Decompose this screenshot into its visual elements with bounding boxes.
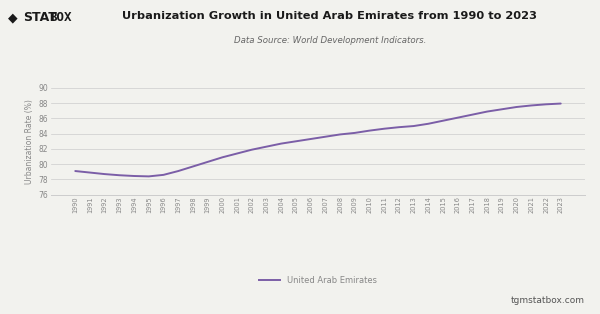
Y-axis label: Urbanization Rate (%): Urbanization Rate (%) (25, 99, 34, 184)
Text: ◆: ◆ (8, 11, 17, 24)
Text: tgmstatbox.com: tgmstatbox.com (511, 295, 585, 305)
Text: BOX: BOX (49, 11, 72, 24)
Text: STAT: STAT (23, 11, 56, 24)
Legend: United Arab Emirates: United Arab Emirates (259, 276, 377, 285)
Text: Data Source: World Development Indicators.: Data Source: World Development Indicator… (234, 36, 426, 45)
Text: Urbanization Growth in United Arab Emirates from 1990 to 2023: Urbanization Growth in United Arab Emira… (122, 11, 538, 21)
